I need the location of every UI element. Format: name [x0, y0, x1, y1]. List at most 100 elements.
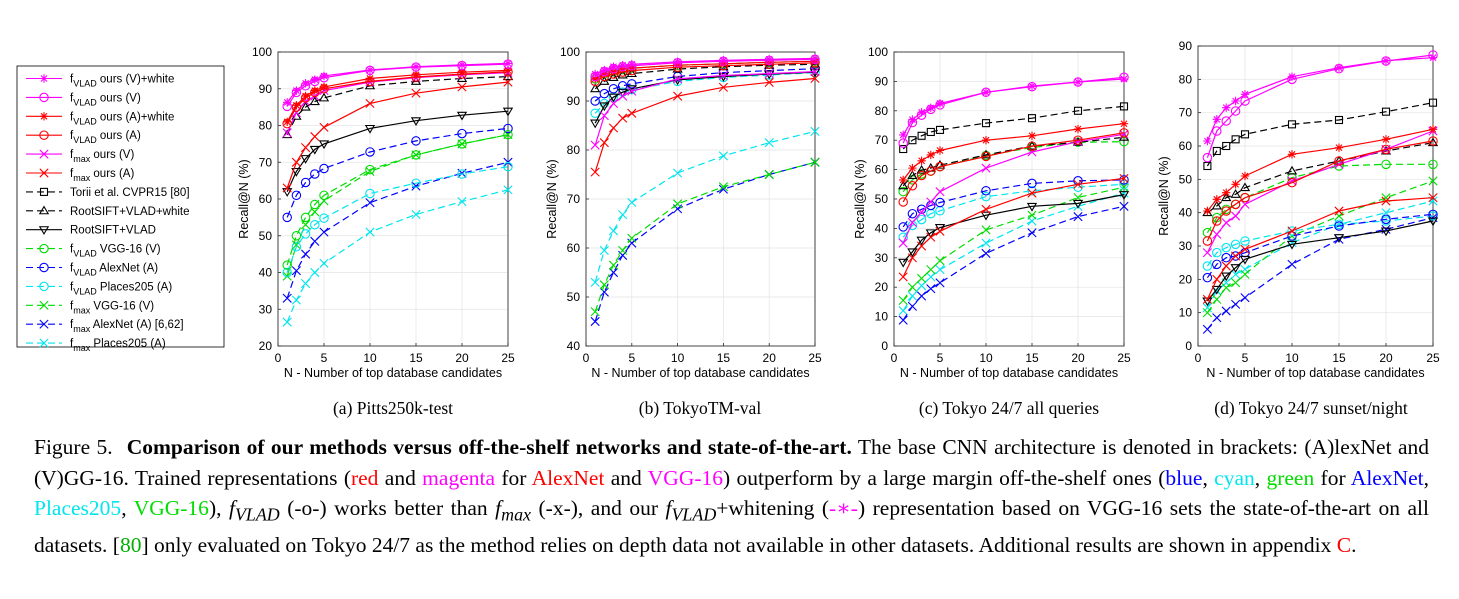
caption-appendix-link[interactable]: C	[1336, 532, 1352, 557]
data-point	[764, 77, 774, 87]
data-point	[608, 226, 619, 236]
y-tick-label: 100	[252, 45, 272, 59]
series-group	[1203, 125, 1438, 216]
data-point	[1119, 201, 1129, 211]
legend-label: fmax ours (V)	[70, 149, 134, 164]
x-tick-label: 20	[763, 351, 777, 365]
data-point	[981, 119, 991, 128]
data-point	[981, 204, 991, 214]
legend-text: AlexNet (A)	[97, 263, 159, 275]
data-point	[503, 77, 513, 87]
data-point	[599, 102, 610, 112]
data-point	[981, 238, 991, 248]
legend-sub: VLAD	[73, 268, 97, 278]
data-point	[935, 278, 945, 288]
data-point	[1212, 126, 1222, 136]
data-point	[617, 69, 628, 79]
subfigure-title: (a) Pitts250k-test	[333, 398, 453, 418]
y-tick-label: 20	[1179, 272, 1193, 286]
data-point	[898, 197, 908, 207]
legend-entry: fmax ours (A)	[26, 168, 134, 183]
data-point	[764, 70, 775, 80]
data-point	[1212, 313, 1222, 323]
subfigure-title: (c) Tokyo 24/7 all queries	[919, 398, 1099, 418]
series-line	[902, 205, 1125, 321]
series-group	[1203, 53, 1438, 146]
legend-label: fVLAD AlexNet (A)	[70, 263, 158, 278]
legend-label: fmax VGG-16 (V)	[70, 300, 154, 315]
data-point	[1073, 182, 1083, 192]
series-line	[286, 62, 509, 103]
data-point	[718, 182, 728, 192]
series-group	[590, 54, 820, 79]
data-point	[907, 282, 917, 292]
legend-entry: RootSIFT+VLAD+white	[26, 205, 190, 218]
data-point	[917, 156, 926, 165]
data-point	[599, 287, 609, 297]
data-point	[292, 86, 301, 95]
y-tick-label: 10	[875, 310, 889, 324]
data-point	[457, 169, 467, 179]
data-point	[503, 161, 513, 172]
legend-sub: VLAD	[73, 79, 97, 89]
data-point	[935, 125, 945, 134]
data-point	[1230, 189, 1241, 198]
data-point	[283, 98, 292, 107]
x-tick-label: 0	[583, 351, 590, 365]
data-point	[310, 169, 320, 179]
legend-text: ours (V)	[97, 92, 141, 104]
data-point	[916, 214, 927, 225]
caption-text: ) representation based on VGG-16 sets th…	[34, 496, 1429, 557]
data-point	[1231, 269, 1241, 279]
data-point	[673, 57, 682, 66]
data-point	[456, 111, 468, 121]
data-point	[282, 260, 292, 270]
plot-frame	[1197, 45, 1434, 347]
data-point	[1230, 251, 1241, 261]
data-point	[1202, 261, 1213, 271]
caption-text: ,	[121, 496, 134, 520]
caption-text: The base CNN architecture is denoted in …	[34, 435, 1430, 490]
legend-prefix: f	[70, 130, 74, 142]
legend-entry: Torii et al. CVPR15 [80]	[26, 187, 190, 199]
series-group	[1202, 136, 1438, 246]
series-group	[898, 131, 1130, 190]
data-point	[1240, 90, 1250, 99]
legend-entry: RootSIFT+VLAD	[26, 225, 156, 237]
y-axis-label: Recall@N (%)	[1157, 156, 1171, 235]
data-point	[899, 130, 908, 140]
data-point	[1381, 159, 1391, 170]
series-line	[902, 183, 1125, 238]
series-group	[1202, 211, 1438, 271]
data-point	[981, 136, 991, 145]
data-point	[1380, 227, 1392, 237]
legend-label: fVLAD ours (V)+white	[70, 74, 174, 89]
data-point	[300, 155, 311, 164]
data-point	[590, 167, 600, 177]
legend-prefix: f	[70, 263, 74, 275]
data-point	[981, 151, 991, 162]
y-axis-label: Recall@N (%)	[853, 159, 867, 238]
data-point	[925, 229, 936, 239]
series-group	[590, 157, 820, 327]
data-point	[291, 242, 302, 252]
data-point	[1221, 306, 1231, 316]
data-point	[810, 54, 820, 63]
series-group	[1203, 98, 1438, 171]
legend-entry: fVLAD ours (V)+white	[26, 74, 174, 89]
x-tick-label: 5	[937, 351, 944, 365]
caption-ref-link[interactable]: 80	[119, 532, 142, 557]
data-point	[1240, 199, 1250, 209]
data-point	[590, 108, 600, 119]
data-point	[282, 293, 292, 303]
data-point	[981, 88, 991, 97]
data-point	[1222, 141, 1231, 151]
data-point	[411, 209, 421, 220]
data-point	[301, 91, 310, 101]
y-tick-label: 40	[259, 266, 273, 280]
data-point	[503, 129, 513, 140]
data-point	[765, 55, 774, 64]
data-point	[1334, 63, 1344, 72]
data-point	[935, 256, 945, 266]
data-point	[1239, 255, 1251, 265]
